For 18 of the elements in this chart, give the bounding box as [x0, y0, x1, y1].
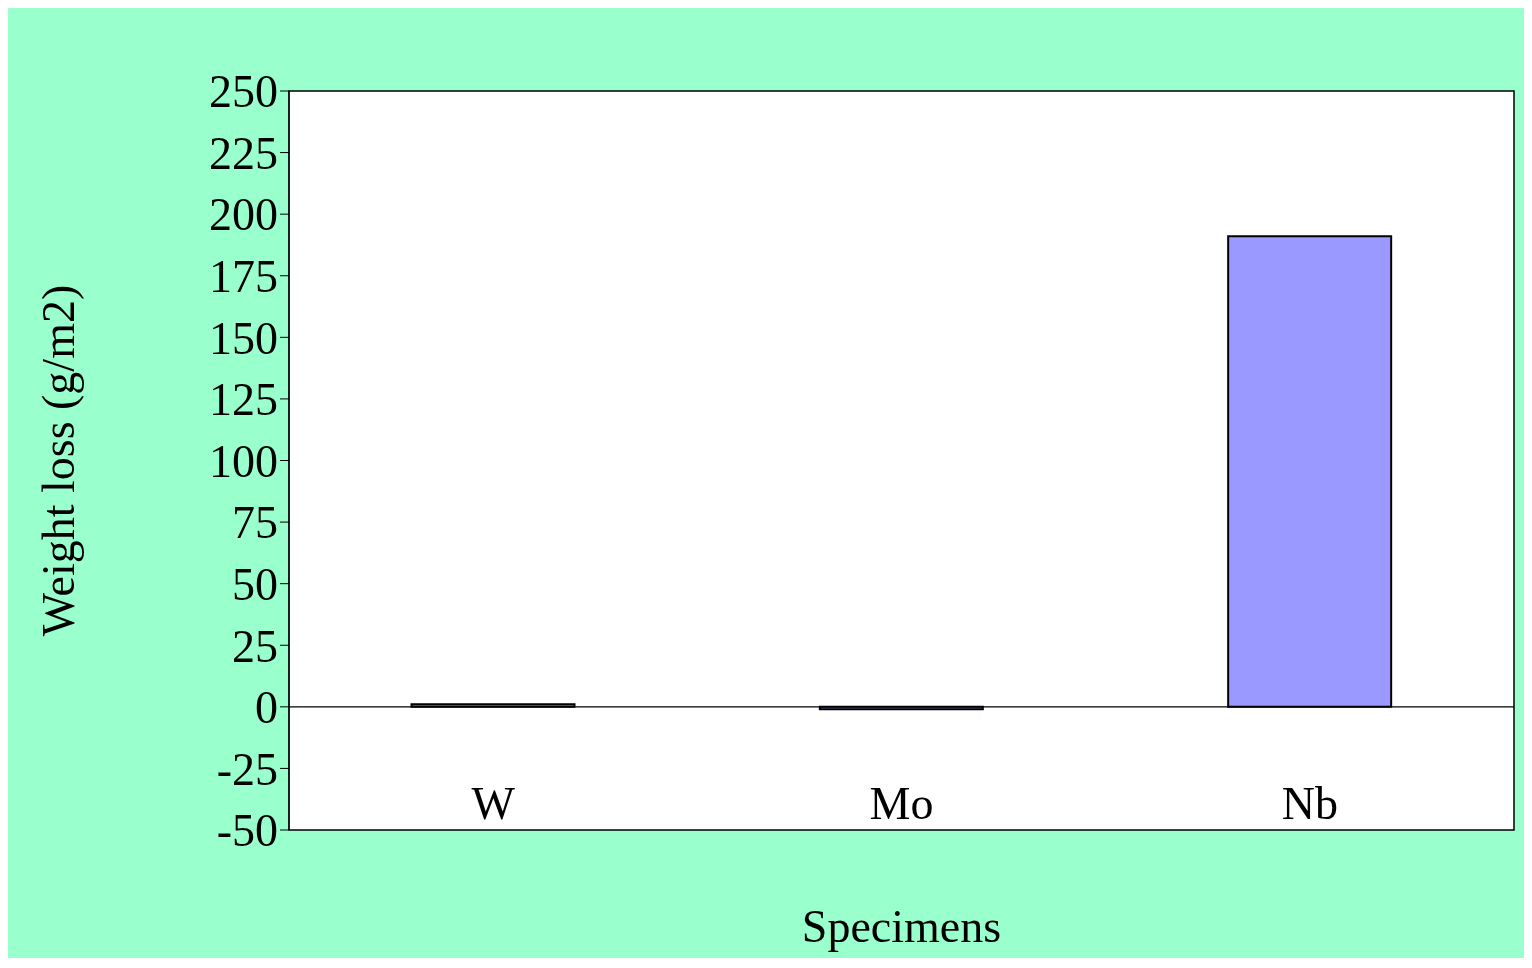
y-tick-label: -25: [216, 743, 278, 795]
y-axis-title: Weight loss (g/m2): [33, 284, 85, 637]
y-tick-label: 225: [209, 127, 278, 179]
x-axis-title: Specimens: [801, 901, 1002, 952]
y-tick-label: 150: [209, 312, 278, 364]
y-tick-label: 175: [209, 251, 278, 303]
y-tick-label: 50: [232, 559, 278, 610]
y-tick-label: -50: [216, 805, 278, 857]
y-tick-label: 250: [209, 66, 278, 118]
x-tick-label: W: [471, 777, 516, 829]
x-tick-label: Mo: [869, 777, 934, 829]
y-tick-label: 25: [232, 620, 278, 672]
y-tick-label: 75: [232, 497, 278, 549]
y-tick-label: 100: [209, 435, 278, 487]
x-tick-label: Nb: [1281, 777, 1338, 829]
y-tick-label: 0: [255, 682, 278, 734]
y-tick-label: 200: [209, 189, 278, 241]
y-tick-label: 125: [209, 374, 278, 426]
